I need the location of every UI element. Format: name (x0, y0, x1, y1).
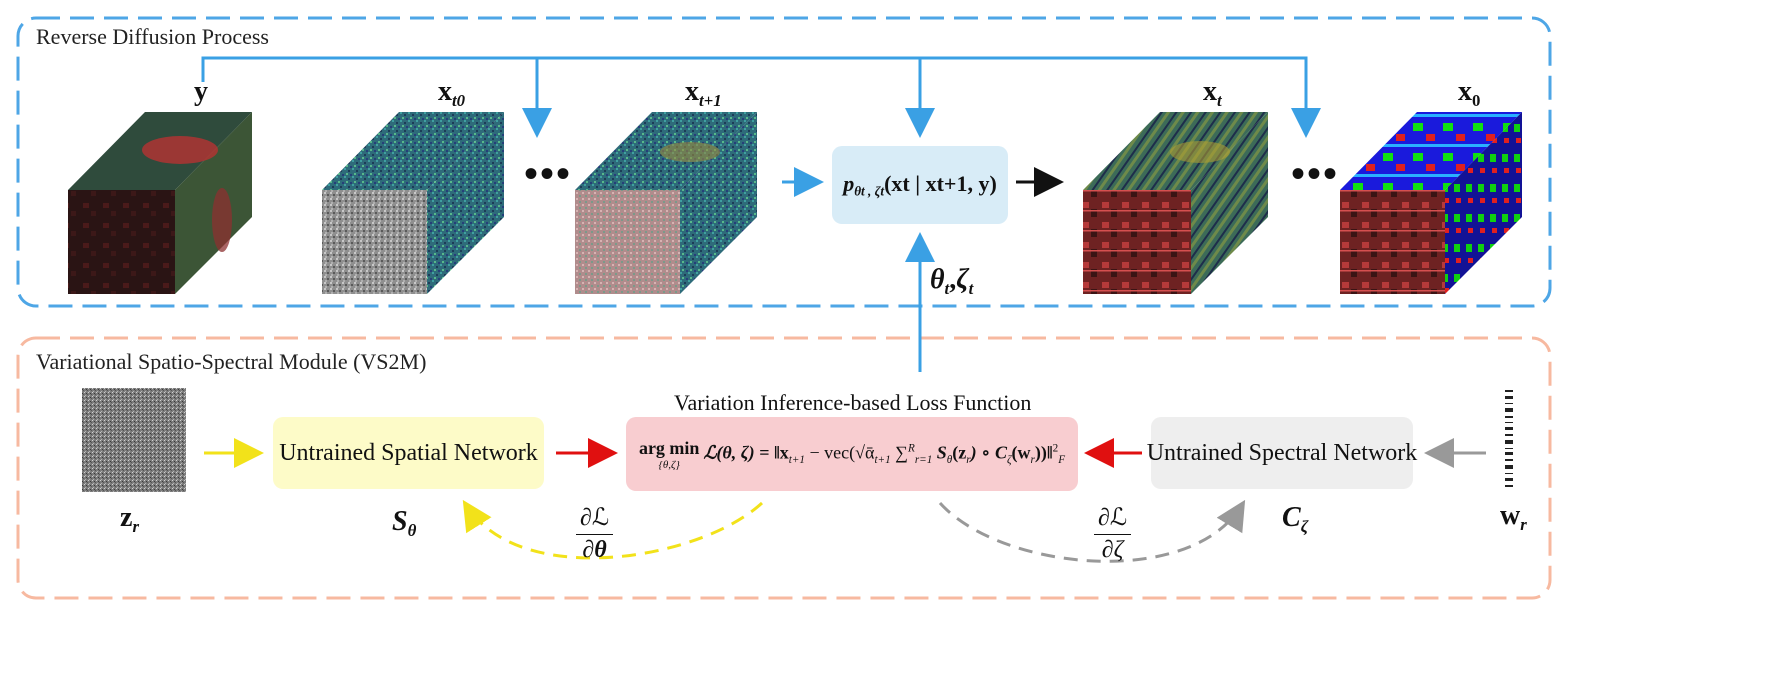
untrained-spatial-network: Untrained Spatial Network (273, 417, 544, 489)
loss-function-box: arg min {θ,ζ} ℒ(θ, ζ) = ‖xt+1 − vec(√ᾱt+… (626, 417, 1078, 491)
grad-zeta-fraction: ∂ℒ ∂ζ (1094, 503, 1132, 564)
posterior-box: pθt , ζt(xt | xt+1, y) (832, 146, 1008, 224)
cube-x-0 (1340, 112, 1522, 294)
spatial-network-label: Untrained Spatial Network (279, 439, 538, 466)
params-label: θt,ζt (930, 264, 974, 298)
z-noise-image (82, 388, 186, 492)
loss-formula: arg min {θ,ζ} ℒ(θ, ζ) = ‖xt+1 − vec(√ᾱt+… (638, 437, 1066, 471)
cube-x-t0 (322, 112, 504, 294)
cube-label-x-0: x0 (1458, 76, 1481, 110)
s-theta-label: Sθ (392, 506, 417, 540)
spectral-network-label: Untrained Spectral Network (1146, 439, 1418, 466)
vs2m-title: Variational Spatio-Spectral Module (VS2M… (36, 349, 427, 374)
loss-function-title: Variation Inference-based Loss Function (674, 390, 1032, 415)
cube-label-x-t: xt (1203, 76, 1222, 110)
cube-label-x-t-plus-1: xt+1 (685, 76, 722, 110)
y-to-xt-arrow (201, 56, 1321, 138)
w-barcode (1505, 388, 1513, 492)
reverse-diffusion-frame (16, 16, 1552, 308)
cube-x-t-plus-1 (575, 112, 757, 294)
ellipsis-right: ••• (1291, 151, 1340, 196)
cube-label-x-t0: xt0 (438, 76, 466, 110)
reverse-diffusion-title: Reverse Diffusion Process (36, 24, 269, 49)
cube-x-t (1083, 112, 1268, 294)
grad-zeta-arrow (938, 499, 1246, 563)
grad-theta-arrow (462, 499, 764, 560)
ellipsis-left: ••• (524, 151, 573, 196)
z-label: zr (120, 502, 139, 536)
untrained-spectral-network: Untrained Spectral Network (1147, 417, 1417, 489)
c-zeta-label: Cζ (1282, 502, 1309, 536)
w-label: wr (1500, 500, 1527, 534)
vs2m-frame (16, 336, 1552, 600)
grad-theta-fraction: ∂ℒ ∂θ (576, 503, 614, 564)
cube-label-y: y (194, 76, 208, 107)
cube-y (68, 112, 252, 294)
posterior-formula: pθt , ζt(xt | xt+1, y) (843, 170, 997, 199)
